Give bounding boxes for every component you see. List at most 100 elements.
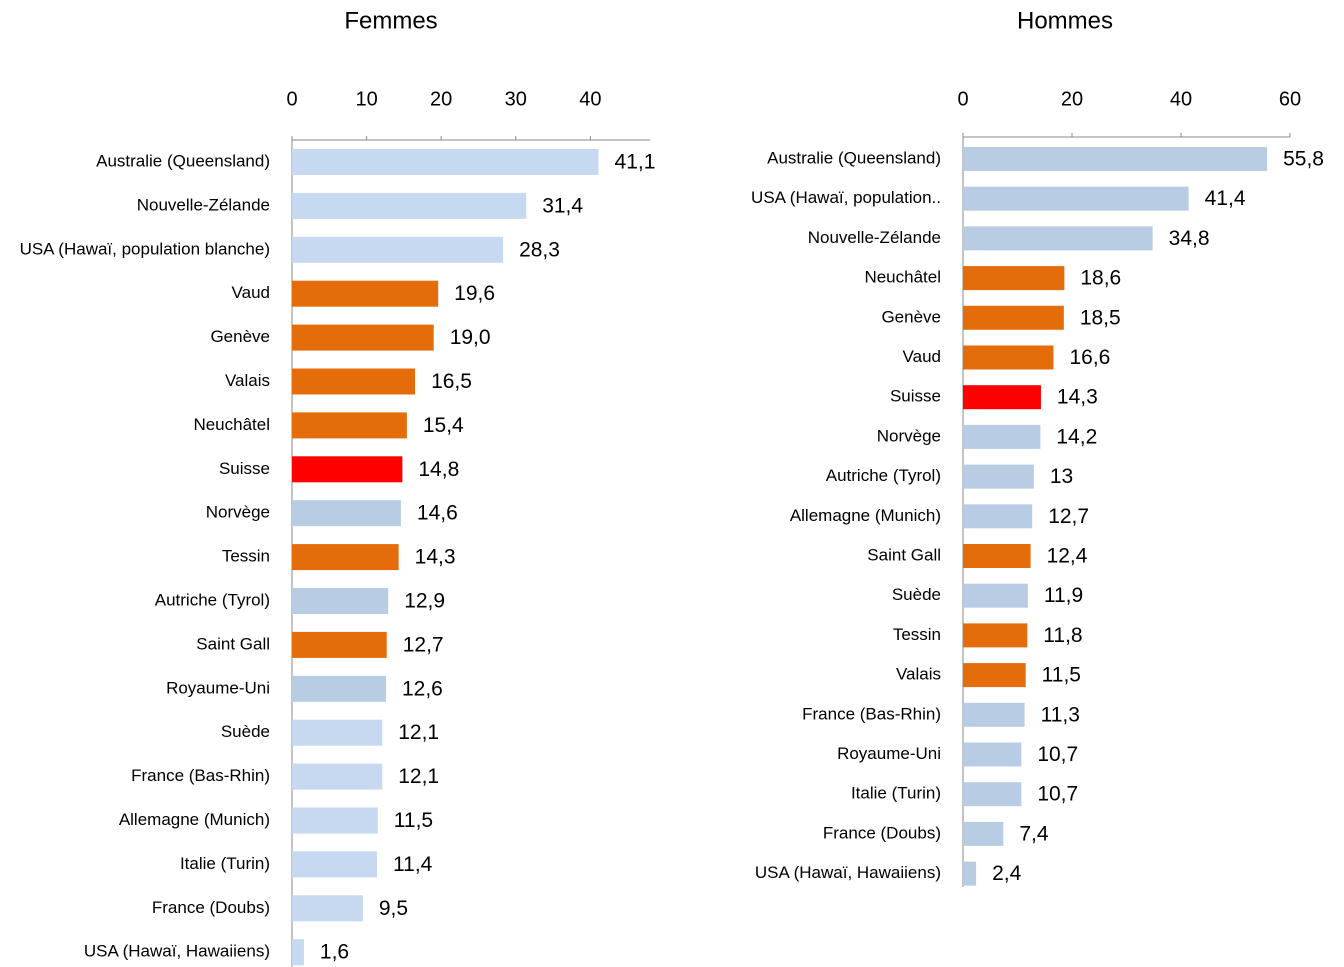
category-label: Allemagne (Munich) (790, 506, 941, 525)
chart-title: Hommes (1017, 7, 1113, 34)
category-label: Autriche (Tyrol) (155, 590, 270, 609)
value-label: 14,3 (415, 546, 456, 569)
category-label: Suisse (219, 459, 270, 478)
bar (963, 821, 1004, 846)
value-label: 7,4 (1019, 822, 1049, 845)
category-label: Autriche (Tyrol) (826, 466, 941, 485)
bar (292, 368, 416, 395)
value-label: 41,1 (615, 151, 656, 174)
value-label: 9,5 (379, 897, 408, 920)
category-label: Vaud (903, 347, 941, 366)
bar (963, 663, 1026, 688)
bar (292, 851, 378, 878)
value-label: 16,5 (431, 370, 472, 393)
value-label: 11,3 (1041, 703, 1080, 726)
category-label: Saint Gall (867, 545, 941, 564)
category-label: Suède (221, 722, 270, 741)
category-label: Valais (896, 665, 941, 684)
category-label: Saint Gall (196, 634, 270, 653)
bar (963, 623, 1028, 648)
x-tick-label: 60 (1279, 88, 1301, 110)
bar (963, 742, 1022, 767)
bar (292, 631, 387, 658)
category-label: Italie (Turin) (851, 784, 941, 803)
value-label: 12,6 (402, 677, 443, 700)
category-label: Nouvelle-Zélande (808, 228, 941, 247)
category-label: Vaud (232, 283, 270, 302)
bar (292, 280, 439, 307)
value-label: 14,3 (1057, 386, 1098, 409)
value-label: 12,7 (403, 633, 444, 656)
bar (292, 149, 599, 175)
value-label: 19,0 (450, 326, 491, 349)
x-tick-label: 0 (286, 88, 297, 110)
category-label: Australie (Queensland) (96, 151, 270, 170)
category-label: Australie (Queensland) (767, 148, 941, 167)
category-label: Royaume-Uni (837, 744, 941, 763)
bar (963, 226, 1153, 251)
bar (963, 544, 1031, 568)
category-label: USA (Hawaï, Hawaiiens) (755, 863, 941, 882)
category-label: Nouvelle-Zélande (137, 195, 270, 214)
bar (963, 424, 1041, 449)
bar (963, 186, 1189, 211)
category-label: Royaume-Uni (166, 678, 270, 697)
value-label: 14,2 (1056, 425, 1097, 448)
category-label: USA (Hawaï, Hawaiiens) (84, 942, 270, 961)
value-label: 31,4 (542, 194, 583, 217)
bar (963, 266, 1065, 291)
category-label: France (Bas-Rhin) (802, 704, 941, 723)
bar (963, 385, 1041, 410)
value-label: 34,8 (1169, 227, 1210, 250)
category-label: Tessin (893, 625, 941, 644)
bar (292, 412, 407, 439)
value-label: 12,9 (404, 590, 445, 613)
category-label: France (Doubs) (823, 823, 941, 842)
value-label: 18,6 (1080, 267, 1121, 290)
bar (963, 305, 1064, 330)
bar (963, 583, 1028, 608)
value-label: 11,8 (1043, 624, 1082, 647)
category-label: Norvège (877, 426, 941, 445)
x-tick-label: 20 (1061, 88, 1083, 110)
value-label: 55,8 (1283, 148, 1324, 171)
value-label: 10,7 (1037, 743, 1078, 766)
category-label: Genève (881, 307, 941, 326)
bar (292, 192, 527, 219)
category-label: Italie (Turin) (180, 854, 270, 873)
value-label: 19,6 (454, 282, 495, 305)
value-label: 28,3 (519, 238, 560, 261)
category-label: Suède (892, 585, 941, 604)
bar (963, 782, 1022, 807)
value-label: 10,7 (1037, 783, 1078, 806)
value-label: 41,4 (1205, 187, 1246, 210)
bar (963, 464, 1034, 489)
bar (963, 504, 1033, 529)
value-label: 11,9 (1044, 584, 1083, 607)
bar (292, 588, 389, 614)
x-tick-label: 20 (430, 88, 452, 110)
value-label: 18,5 (1080, 306, 1121, 329)
category-label: USA (Hawaï, population blanche) (20, 239, 270, 258)
category-label: Suisse (890, 387, 941, 406)
bar (292, 675, 386, 702)
value-label: 15,4 (423, 414, 464, 437)
x-tick-label: 30 (505, 88, 527, 110)
bar (292, 939, 304, 966)
category-label: France (Bas-Rhin) (131, 766, 270, 785)
value-label: 1,6 (320, 941, 349, 964)
bar (292, 895, 363, 922)
bar (963, 702, 1025, 727)
bar (292, 456, 403, 483)
value-label: 12,7 (1048, 505, 1089, 528)
value-label: 12,4 (1047, 545, 1088, 568)
category-label: Neuchâtel (193, 415, 270, 434)
bar (292, 324, 434, 351)
value-label: 13 (1050, 465, 1073, 488)
bar (292, 236, 504, 263)
bar (292, 763, 383, 790)
x-tick-label: 40 (1170, 88, 1192, 110)
bar (963, 147, 1268, 171)
chart-title: Femmes (344, 7, 437, 34)
